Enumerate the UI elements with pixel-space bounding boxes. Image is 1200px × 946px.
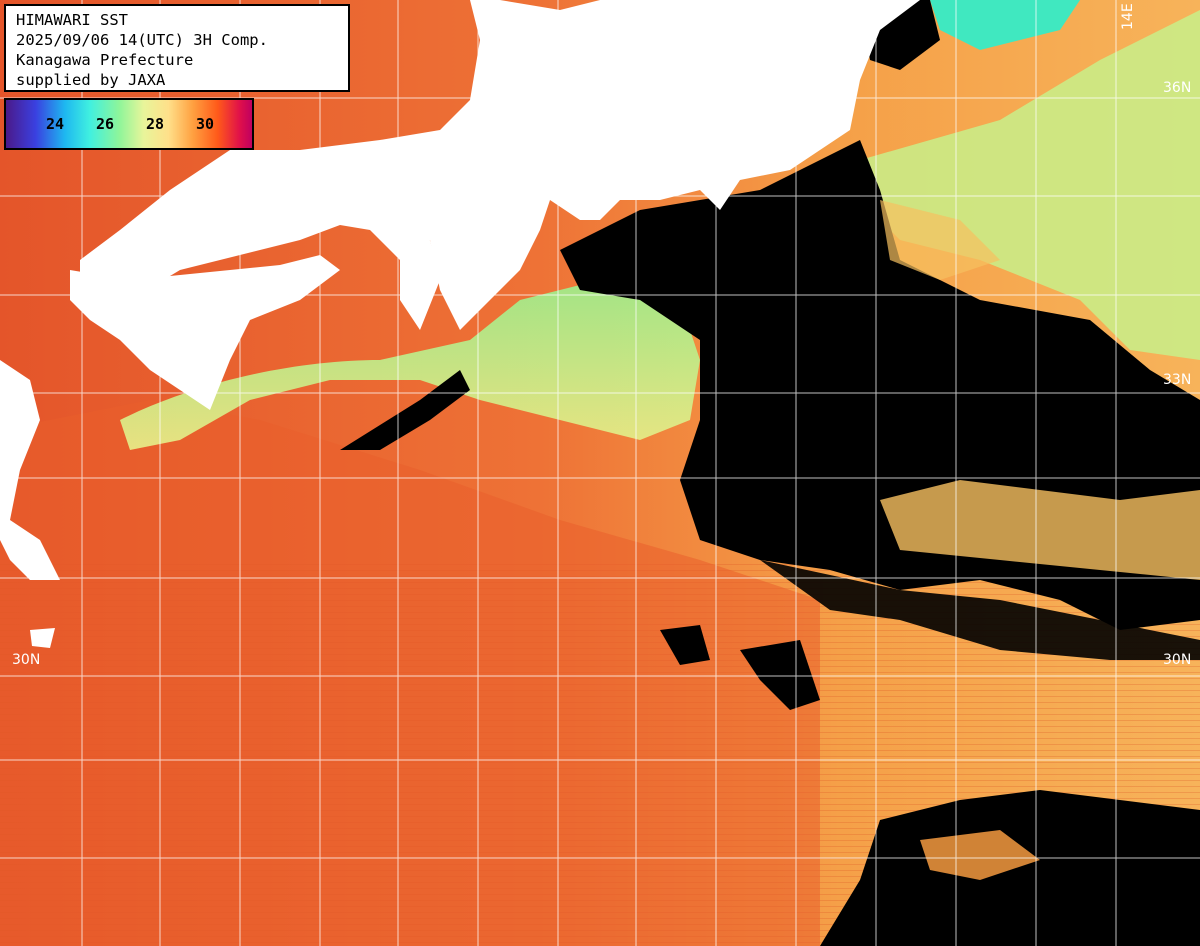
color-scale: 24 26 28 30 [4,98,254,150]
lon-label-top-right: 14E [1120,3,1136,30]
cloud-mask-patch1 [740,640,820,710]
land-izu-island [30,628,55,648]
title-box: HIMAWARI SST 2025/09/06 14(UTC) 3H Comp.… [4,4,350,92]
land-kii [400,240,440,330]
warm-pocket-1 [880,480,1200,580]
warm-current [0,400,820,946]
land-kyushu [0,360,60,580]
title-region: Kanagawa Prefecture [16,51,194,69]
land-shikoku [70,255,340,410]
cloud-mask-band [760,560,1200,660]
title-product: HIMAWARI SST [16,11,128,29]
lat-label-36n: 36N [1163,80,1192,96]
warm-pocket-2 [880,200,1000,280]
scale-tick-28: 28 [146,115,165,133]
lat-label-30n-left: 30N [12,652,41,668]
lat-label-33n: 33N [1163,372,1192,388]
scale-tick-24: 24 [46,115,65,133]
cloud-mask-patch2 [660,625,710,665]
lon-label-136e: 136E [482,8,498,44]
warm-pocket-3 [920,830,1040,880]
title-datetime: 2025/09/06 14(UTC) 3H Comp. [16,31,268,49]
land-honshu [80,0,920,330]
scale-tick-30: 30 [196,115,215,133]
lat-label-30n-right: 30N [1163,652,1192,668]
coastal-cool-water-ne [930,0,1080,50]
coastal-cool-water [120,280,700,450]
title-credit: supplied by JAXA [16,71,166,89]
cloud-mask-strait [340,370,470,450]
scale-tick-26: 26 [96,115,115,133]
